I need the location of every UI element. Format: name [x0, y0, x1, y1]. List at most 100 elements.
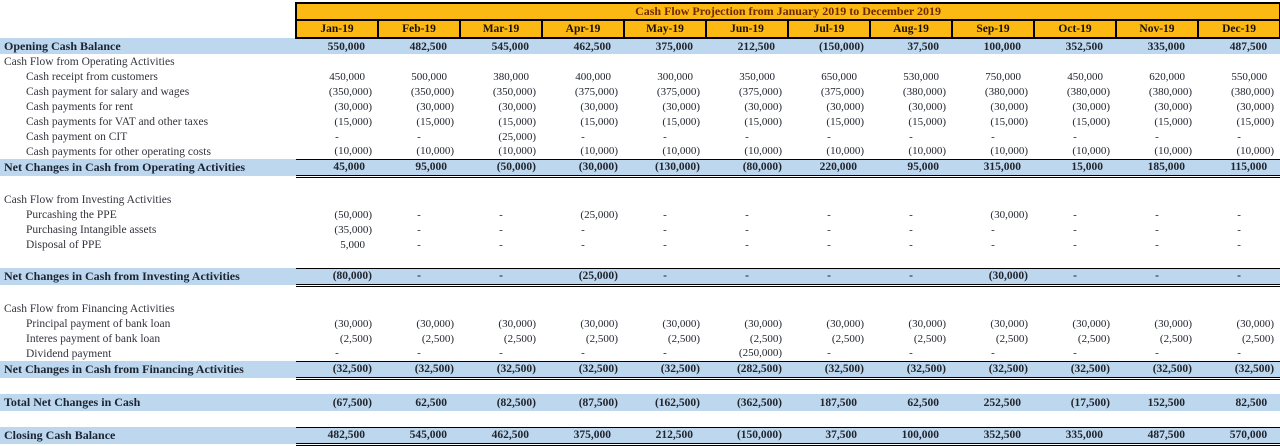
cell-principal-payment-of-bank-loan-jan-19[interactable]: (30,000): [334, 317, 372, 330]
cell-cash-flow-from-investing-activities-aug-19[interactable]: [870, 192, 952, 207]
cell-cash-payments-for-vat-and-other-taxes-oct-19[interactable]: (15,000): [1072, 115, 1110, 128]
cell-total-net-changes-in-cash-apr-19[interactable]: (87,500): [542, 394, 624, 411]
cell-cash-payment-on-cit-aug-19[interactable]: -: [909, 130, 913, 143]
cell-dividend-payment-apr-19[interactable]: -: [581, 347, 585, 360]
cell-dividend-payment-jul-19[interactable]: -: [827, 347, 831, 360]
cell-purcashing-the-ppe-nov-19[interactable]: -: [1155, 208, 1159, 221]
cell-purchasing-intangible-assets-aug-19[interactable]: -: [909, 223, 913, 236]
cell-cash-payments-for-rent-mar-19[interactable]: (30,000): [498, 100, 536, 113]
cell-dividend-payment-jan-19[interactable]: -: [335, 347, 339, 360]
cell-opening-cash-balance-feb-19[interactable]: 482,500: [378, 38, 460, 54]
cell-net-changes-in-cash-from-financing-activities-jun-19[interactable]: (282,500): [706, 360, 788, 380]
cell-net-changes-in-cash-from-investing-activities-jul-19[interactable]: -: [788, 267, 870, 287]
cell-cash-flow-from-investing-activities-jul-19[interactable]: [788, 192, 870, 207]
cell-cash-flow-from-operating-activities-mar-19[interactable]: [460, 54, 542, 69]
cell-principal-payment-of-bank-loan-dec-19[interactable]: (30,000): [1236, 317, 1275, 330]
row-label-opening-cash-balance[interactable]: Opening Cash Balance: [0, 38, 296, 54]
month-header-dec-19[interactable]: Dec-19: [1196, 19, 1280, 39]
cell-total-net-changes-in-cash-mar-19[interactable]: (82,500): [460, 394, 542, 411]
cell-net-changes-in-cash-from-financing-activities-nov-19[interactable]: (32,500): [1116, 360, 1198, 380]
cell-disposal-of-ppe-sep-19[interactable]: -: [991, 238, 995, 251]
month-header-jun-19[interactable]: Jun-19: [705, 19, 789, 39]
cell-closing-cash-balance-nov-19[interactable]: 487,500: [1116, 426, 1198, 446]
cell-cash-payment-on-cit-jan-19[interactable]: -: [335, 130, 339, 143]
cell-cash-payments-for-vat-and-other-taxes-sep-19[interactable]: (15,000): [990, 115, 1028, 128]
cell-cash-receipt-from-customers-sep-19[interactable]: 750,000: [985, 70, 1021, 83]
cell-cash-payments-for-rent-aug-19[interactable]: (30,000): [908, 100, 946, 113]
month-header-aug-19[interactable]: Aug-19: [869, 19, 953, 39]
cell-net-changes-in-cash-from-financing-activities-feb-19[interactable]: (32,500): [378, 360, 460, 380]
cell-closing-cash-balance-feb-19[interactable]: 545,000: [378, 426, 460, 446]
cell-purchasing-intangible-assets-apr-19[interactable]: -: [581, 223, 585, 236]
cell-opening-cash-balance-aug-19[interactable]: 37,500: [870, 38, 952, 54]
cell-total-net-changes-in-cash-nov-19[interactable]: 152,500: [1116, 394, 1198, 411]
cell-net-changes-in-cash-from-investing-activities-feb-19[interactable]: -: [378, 267, 460, 287]
cell-disposal-of-ppe-jan-19[interactable]: 5,000: [340, 238, 365, 251]
cell-cash-flow-from-operating-activities-jan-19[interactable]: [296, 54, 378, 69]
cell-cash-flow-from-financing-activities-may-19[interactable]: [624, 301, 706, 316]
cell-closing-cash-balance-mar-19[interactable]: 462,500: [460, 426, 542, 446]
cell-cash-payments-for-vat-and-other-taxes-mar-19[interactable]: (15,000): [498, 115, 536, 128]
cell-cash-payments-for-other-operating-costs-mar-19[interactable]: (10,000): [498, 145, 536, 158]
cell-net-changes-in-cash-from-investing-activities-oct-19[interactable]: -: [1034, 267, 1116, 287]
cell-net-changes-in-cash-from-operating-activities-apr-19[interactable]: (30,000): [542, 158, 624, 178]
cell-cash-payment-for-salary-and-wages-apr-19[interactable]: (375,000): [574, 85, 618, 98]
row-label-net-changes-in-cash-from-operating-activities[interactable]: Net Changes in Cash from Operating Activ…: [0, 159, 296, 176]
cell-purchasing-intangible-assets-oct-19[interactable]: -: [1073, 223, 1077, 236]
cell-interes-payment-of-bank-loan-jun-19[interactable]: (2,500): [749, 332, 782, 345]
cell-principal-payment-of-bank-loan-nov-19[interactable]: (30,000): [1154, 317, 1192, 330]
cell-cash-payment-for-salary-and-wages-dec-19[interactable]: (380,000): [1231, 85, 1275, 98]
row-label-purchasing-intangible-assets[interactable]: Purchasing Intangible assets: [26, 223, 157, 236]
row-label-cash-flow-from-investing-activities[interactable]: Cash Flow from Investing Activities: [4, 193, 172, 206]
cell-total-net-changes-in-cash-oct-19[interactable]: (17,500): [1034, 394, 1116, 411]
cell-closing-cash-balance-jan-19[interactable]: 482,500: [296, 426, 378, 446]
cell-closing-cash-balance-oct-19[interactable]: 335,000: [1034, 426, 1116, 446]
cell-cash-payments-for-vat-and-other-taxes-aug-19[interactable]: (15,000): [908, 115, 946, 128]
cell-cash-flow-from-financing-activities-mar-19[interactable]: [460, 301, 542, 316]
cell-cash-payments-for-other-operating-costs-feb-19[interactable]: (10,000): [416, 145, 454, 158]
month-header-sep-19[interactable]: Sep-19: [951, 19, 1035, 39]
cell-cash-payments-for-rent-apr-19[interactable]: (30,000): [580, 100, 618, 113]
cell-purchasing-intangible-assets-jul-19[interactable]: -: [827, 223, 831, 236]
cell-principal-payment-of-bank-loan-apr-19[interactable]: (30,000): [580, 317, 618, 330]
cell-principal-payment-of-bank-loan-jun-19[interactable]: (30,000): [744, 317, 782, 330]
cell-total-net-changes-in-cash-jan-19[interactable]: (67,500): [296, 394, 378, 411]
row-label-net-changes-in-cash-from-investing-activities[interactable]: Net Changes in Cash from Investing Activ…: [0, 268, 296, 285]
table-title[interactable]: Cash Flow Projection from January 2019 t…: [294, 2, 1280, 21]
cell-interes-payment-of-bank-loan-sep-19[interactable]: (2,500): [995, 332, 1028, 345]
cell-cash-payments-for-rent-feb-19[interactable]: (30,000): [416, 100, 454, 113]
cell-opening-cash-balance-dec-19[interactable]: 487,500: [1198, 38, 1280, 54]
cell-cash-flow-from-operating-activities-apr-19[interactable]: [542, 54, 624, 69]
cell-opening-cash-balance-apr-19[interactable]: 462,500: [542, 38, 624, 54]
row-label-cash-payment-on-cit[interactable]: Cash payment on CIT: [26, 130, 128, 143]
cell-dividend-payment-feb-19[interactable]: -: [417, 347, 421, 360]
cell-cash-flow-from-operating-activities-may-19[interactable]: [624, 54, 706, 69]
cell-net-changes-in-cash-from-investing-activities-aug-19[interactable]: -: [870, 267, 952, 287]
row-label-cash-flow-from-operating-activities[interactable]: Cash Flow from Operating Activities: [4, 55, 175, 68]
cell-purcashing-the-ppe-jul-19[interactable]: -: [827, 208, 831, 221]
cell-cash-payment-on-cit-dec-19[interactable]: -: [1237, 130, 1241, 143]
cell-total-net-changes-in-cash-sep-19[interactable]: 252,500: [952, 394, 1034, 411]
cell-net-changes-in-cash-from-operating-activities-feb-19[interactable]: 95,000: [378, 158, 460, 178]
cell-total-net-changes-in-cash-feb-19[interactable]: 62,500: [378, 394, 460, 411]
row-label-cash-payments-for-rent[interactable]: Cash payments for rent: [26, 100, 133, 113]
cell-interes-payment-of-bank-loan-nov-19[interactable]: (2,500): [1159, 332, 1192, 345]
cell-dividend-payment-sep-19[interactable]: -: [991, 347, 995, 360]
cell-closing-cash-balance-may-19[interactable]: 212,500: [624, 426, 706, 446]
cell-principal-payment-of-bank-loan-mar-19[interactable]: (30,000): [498, 317, 536, 330]
cell-cash-payment-on-cit-jul-19[interactable]: -: [827, 130, 831, 143]
cell-cash-payment-for-salary-and-wages-jul-19[interactable]: (375,000): [820, 85, 864, 98]
cell-cash-payments-for-other-operating-costs-dec-19[interactable]: (10,000): [1236, 145, 1275, 158]
cell-purchasing-intangible-assets-dec-19[interactable]: -: [1237, 223, 1241, 236]
cell-net-changes-in-cash-from-investing-activities-mar-19[interactable]: -: [460, 267, 542, 287]
cell-net-changes-in-cash-from-investing-activities-jan-19[interactable]: (80,000): [296, 267, 378, 287]
cell-cash-flow-from-financing-activities-dec-19[interactable]: [1198, 301, 1280, 316]
cell-purchasing-intangible-assets-sep-19[interactable]: -: [991, 223, 995, 236]
month-header-may-19[interactable]: May-19: [623, 19, 707, 39]
cell-dividend-payment-jun-19[interactable]: (250,000): [738, 347, 782, 360]
cell-net-changes-in-cash-from-operating-activities-oct-19[interactable]: 15,000: [1034, 158, 1116, 178]
cell-opening-cash-balance-jan-19[interactable]: 550,000: [296, 38, 378, 54]
cell-interes-payment-of-bank-loan-feb-19[interactable]: (2,500): [421, 332, 454, 345]
cell-cash-receipt-from-customers-dec-19[interactable]: 550,000: [1231, 70, 1268, 83]
cell-interes-payment-of-bank-loan-dec-19[interactable]: (2,500): [1242, 332, 1275, 345]
